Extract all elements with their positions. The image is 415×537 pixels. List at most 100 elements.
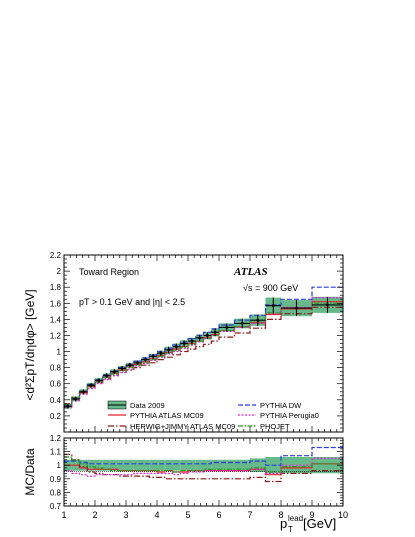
ratio-y-tick-label: 1 bbox=[57, 461, 62, 470]
ratio-band-bin bbox=[102, 459, 111, 471]
legend-label: PYTHIA ATLAS MC09 bbox=[130, 411, 204, 420]
ratio-y-tick-label: 0.9 bbox=[50, 475, 62, 484]
x-tick-label: 3 bbox=[123, 510, 128, 520]
ratio-band-bin bbox=[149, 459, 158, 471]
main-y-tick-label: 0.6 bbox=[50, 380, 62, 389]
data-point bbox=[66, 404, 70, 408]
ratio-band-bin bbox=[118, 459, 127, 471]
data-point bbox=[113, 370, 116, 374]
data-point bbox=[144, 358, 147, 361]
data-point bbox=[151, 355, 155, 358]
ratio-y-tick-label: 1.2 bbox=[50, 434, 62, 443]
ratio-band-bin bbox=[95, 459, 103, 471]
main-y-tick-label: 1.8 bbox=[50, 283, 62, 292]
x-tick-label: 5 bbox=[185, 510, 190, 520]
mc-curve-phojet bbox=[64, 302, 343, 406]
x-axis-label-sup: lead bbox=[288, 514, 303, 523]
main-y-tick-label: 2 bbox=[57, 267, 62, 276]
data-point bbox=[206, 334, 209, 337]
data-point bbox=[240, 322, 244, 325]
data-point bbox=[225, 326, 229, 329]
data-point bbox=[182, 342, 186, 345]
ratio-y-tick-label: 0.7 bbox=[50, 502, 62, 511]
ratio-band-bin bbox=[250, 458, 266, 472]
ratio-y-tick-labels: 0.7 0.8 0.9 1 1.1 1.2 bbox=[50, 434, 62, 511]
x-axis-label-unit: [GeV] bbox=[303, 516, 336, 531]
ratio-band-bin bbox=[188, 459, 196, 471]
x-tick-labels: 1 2 3 4 5 6 7 8 9 10 bbox=[61, 510, 348, 520]
main-y-tick-label: 0.2 bbox=[50, 412, 62, 421]
data-point bbox=[74, 397, 77, 401]
main-y-tick-label: 1 bbox=[57, 348, 62, 357]
ratio-band-bin bbox=[164, 459, 173, 471]
ratio-curve-pythia-dw bbox=[64, 446, 343, 466]
ratio-curve-pythia-perugia0 bbox=[64, 457, 343, 477]
data-point bbox=[128, 363, 132, 367]
ratio-band-bin bbox=[211, 459, 220, 471]
data-point bbox=[82, 390, 85, 394]
x-tick-label: 9 bbox=[309, 510, 314, 520]
main-y-tick-label: 1.4 bbox=[50, 315, 62, 324]
ratio-panel: 0.7 0.8 0.9 1 1.1 1.2 1 2 3 4 5 6 7 8 9 10 MC/Data p T… bbox=[23, 434, 348, 534]
ratio-band-bin bbox=[133, 459, 142, 471]
ratio-y-tick-label: 1.1 bbox=[50, 448, 62, 457]
data-point bbox=[271, 304, 275, 308]
ratio-axis-ticks bbox=[63, 437, 344, 507]
data-point bbox=[120, 367, 124, 370]
data-point bbox=[256, 318, 260, 322]
ratio-band-bin bbox=[312, 457, 343, 474]
ratio-band-bin bbox=[141, 459, 150, 471]
main-y-tick-label: 0.4 bbox=[50, 396, 62, 405]
legend-label: PYTHIA Perugia0 bbox=[260, 411, 319, 420]
experiment-label: ATLAS bbox=[233, 266, 268, 278]
ratio-band-bin bbox=[219, 459, 235, 471]
legend-label: PHOJET bbox=[260, 422, 290, 431]
data-point bbox=[326, 303, 329, 307]
ratio-band-bin bbox=[79, 459, 88, 471]
ratio-band-bin bbox=[126, 459, 134, 471]
main-y-tick-label: 0.8 bbox=[50, 364, 62, 373]
x-tick-label: 1 bbox=[61, 510, 66, 520]
ratio-band-bin bbox=[234, 459, 250, 471]
legend-label: Data 2009 bbox=[130, 401, 165, 410]
data-point bbox=[175, 345, 178, 349]
data-point bbox=[89, 383, 93, 387]
ratio-band-bin bbox=[180, 459, 189, 471]
region-label: Toward Region bbox=[79, 267, 139, 277]
ratio-band-bin bbox=[195, 459, 204, 471]
x-tick-label: 2 bbox=[92, 510, 97, 520]
mc-curve-pythia-atlas-mc09 bbox=[64, 301, 343, 407]
ratio-data-band bbox=[64, 457, 343, 474]
x-axis-label-main: p bbox=[280, 516, 287, 531]
ratio-mc-curves bbox=[64, 446, 343, 483]
x-tick-label: 10 bbox=[338, 510, 348, 520]
legend-label: HERWIG+JIMMY ATLAS MC09 bbox=[130, 422, 235, 431]
ratio-band-bin bbox=[203, 459, 212, 471]
data-point bbox=[159, 351, 163, 355]
data-point bbox=[97, 379, 101, 382]
x-axis-label: p T lead [GeV] bbox=[280, 514, 336, 534]
main-axis-ticks bbox=[63, 254, 344, 433]
data-points bbox=[64, 296, 343, 409]
ratio-band-bin bbox=[110, 459, 119, 471]
energy-label: √s = 900 GeV bbox=[243, 283, 298, 293]
ratio-band-bin bbox=[172, 459, 181, 471]
x-tick-label: 7 bbox=[247, 510, 252, 520]
data-point bbox=[213, 330, 217, 334]
main-y-tick-label: 1.6 bbox=[50, 299, 62, 308]
ratio-curve-phojet bbox=[64, 456, 343, 473]
main-y-tick-label: 2.2 bbox=[50, 251, 62, 260]
ratio-band-bin bbox=[157, 459, 165, 471]
data-point bbox=[190, 339, 194, 343]
x-axis-label-sub: T bbox=[288, 525, 293, 534]
ratio-y-tick-label: 0.8 bbox=[50, 488, 62, 497]
main-y-tick-label: 1.2 bbox=[50, 332, 62, 341]
data-point bbox=[198, 336, 202, 340]
data-point bbox=[136, 361, 140, 365]
main-y-tick-labels: 0.2 0.4 0.6 0.8 1 1.2 1.4 1.6 1.8 2 2.2 bbox=[50, 251, 62, 421]
x-tick-label: 6 bbox=[216, 510, 221, 520]
main-y-axis-label: <d²ΣpT/dηdφ> [GeV] bbox=[23, 289, 37, 400]
ratio-plot-frame bbox=[63, 437, 344, 507]
